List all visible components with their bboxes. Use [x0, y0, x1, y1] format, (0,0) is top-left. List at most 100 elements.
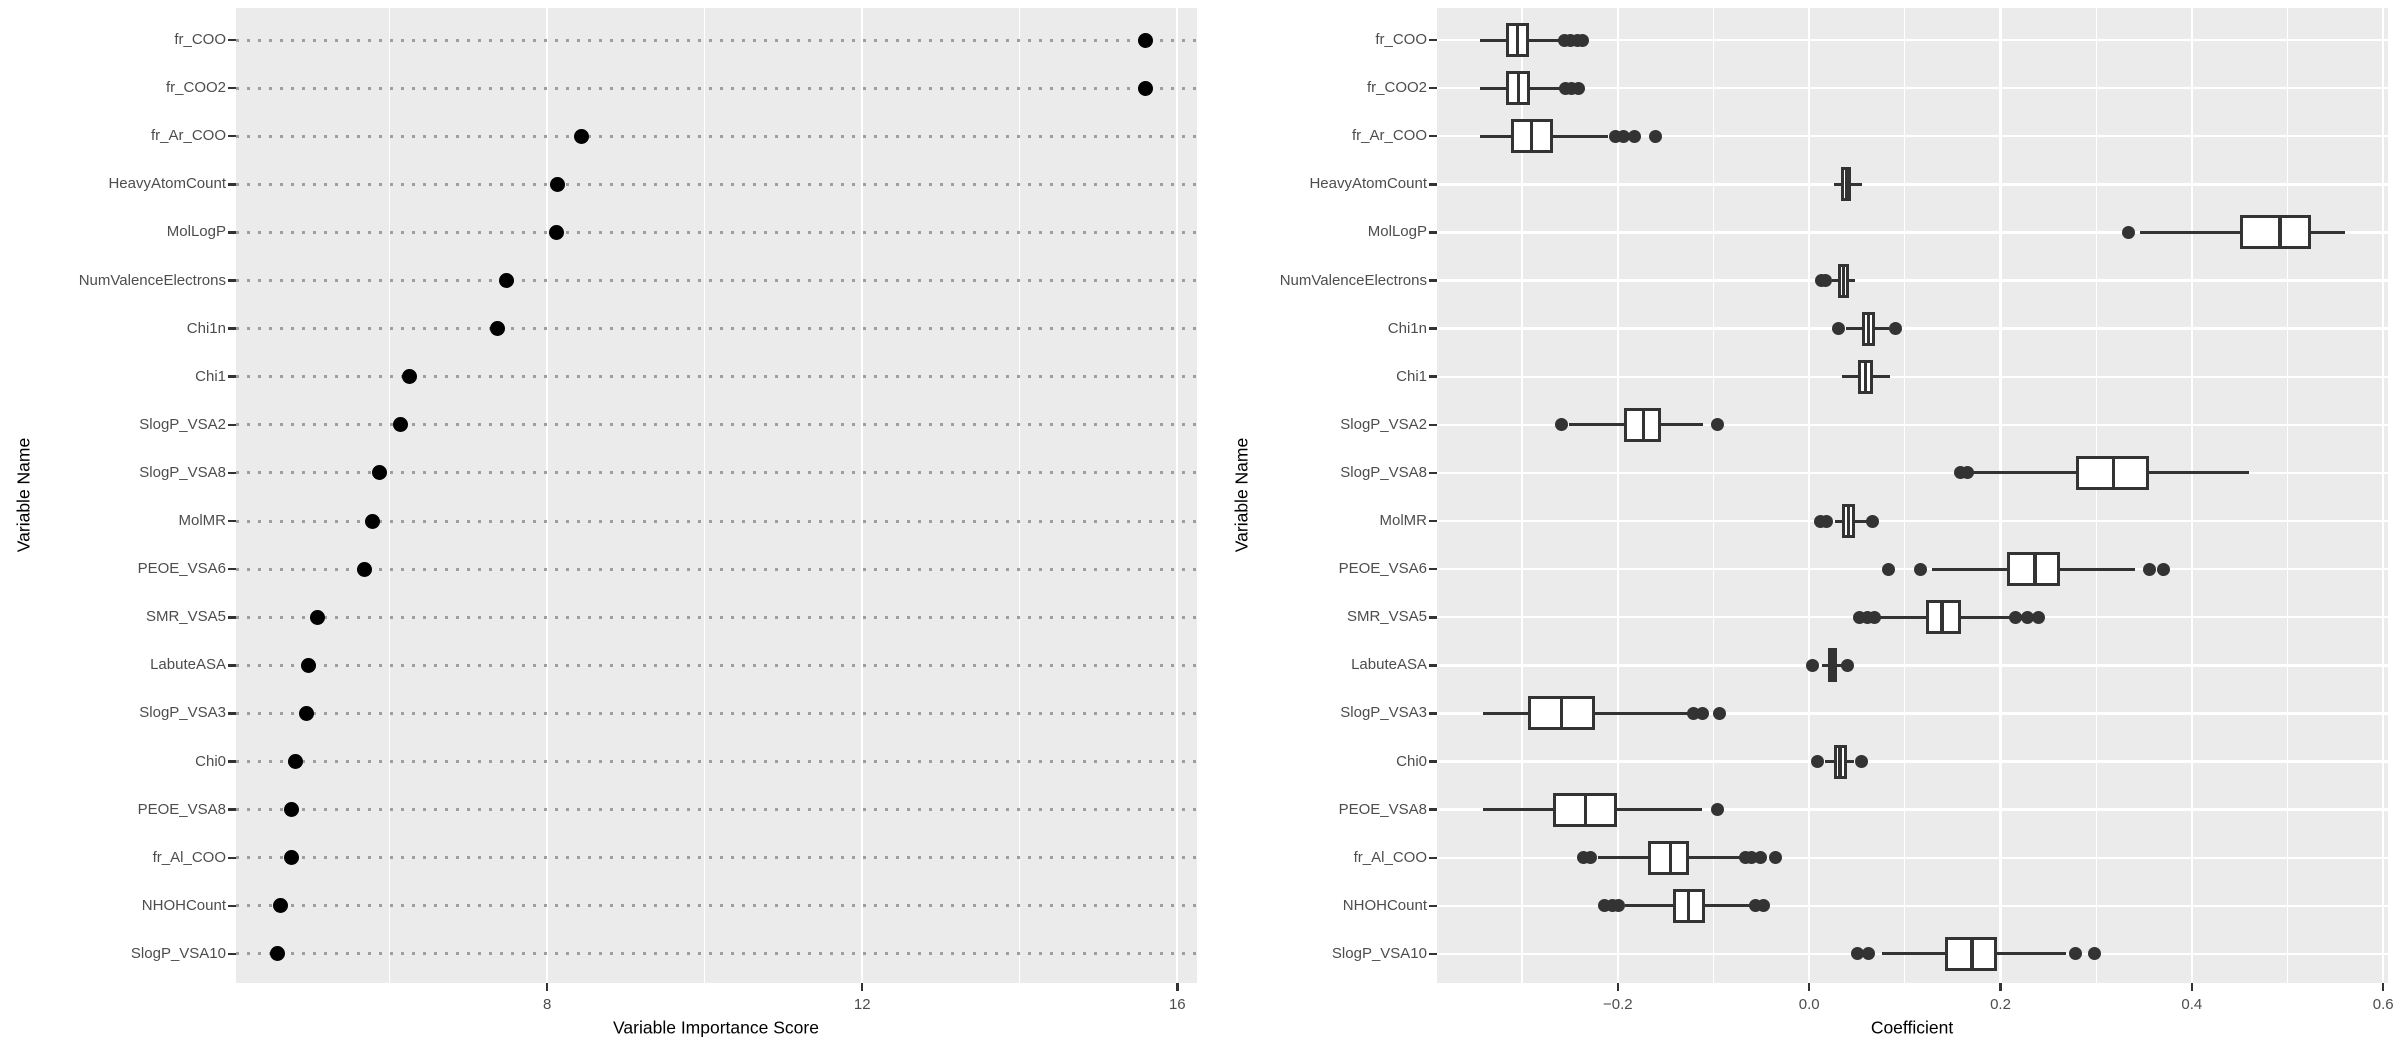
- whisker-low: [2140, 230, 2240, 234]
- median-line: [1516, 71, 1521, 106]
- whisker-low: [1825, 760, 1835, 764]
- whisker-low: [1841, 375, 1858, 379]
- y-tick-label: NumValenceElectrons: [78, 271, 226, 289]
- x-tick-label: 12: [853, 996, 871, 1013]
- importance-point: [284, 802, 300, 818]
- y-tick-mark: [1429, 375, 1437, 378]
- y-tick-label: SlogP_VSA10: [1331, 944, 1427, 962]
- y-tick-label: SlogP_VSA10: [130, 944, 226, 962]
- outlier-point: [1627, 129, 1641, 143]
- gridline-minor-x: [1019, 8, 1021, 983]
- y-tick-label: MolMR: [1379, 512, 1428, 530]
- gridline-minor-x: [1521, 8, 1523, 983]
- y-tick-mark: [228, 856, 236, 860]
- y-tick-mark: [228, 519, 236, 523]
- whisker-low: [1480, 38, 1506, 42]
- gridline-major-y: [1437, 327, 2388, 330]
- box: [1648, 840, 1689, 875]
- outlier-point: [1696, 706, 1710, 720]
- x-tick-mark: [1616, 983, 1620, 991]
- dotted-row-line: [236, 182, 1197, 186]
- dotted-row-line: [236, 327, 1197, 331]
- y-tick-label: fr_COO: [174, 31, 226, 48]
- whisker-high: [1851, 182, 1862, 186]
- y-tick-mark: [1429, 904, 1437, 908]
- importance-point: [270, 946, 286, 962]
- y-tick-mark: [228, 808, 236, 811]
- gridline-minor-x: [1712, 8, 1715, 983]
- y-axis-title: Variable Name: [1231, 437, 1252, 553]
- outlier-point: [1818, 274, 1832, 288]
- whisker-low: [1482, 711, 1528, 715]
- outlier-point: [2032, 610, 2046, 624]
- outlier-point: [2156, 562, 2170, 576]
- y-tick-label: LabuteASA: [1351, 656, 1427, 674]
- y-tick-label: fr_COO2: [1366, 79, 1427, 97]
- outlier-point: [1806, 658, 1820, 672]
- y-tick-mark: [228, 616, 236, 619]
- y-tick-mark: [1429, 327, 1437, 330]
- gridline-major-y: [1437, 712, 2388, 715]
- gridline-major-y: [1437, 567, 2388, 571]
- median-line: [1863, 359, 1868, 394]
- y-tick-mark: [1429, 519, 1437, 523]
- outlier-point: [1583, 851, 1597, 865]
- y-tick-label: NumValenceElectrons: [1279, 271, 1427, 289]
- y-tick-mark: [228, 279, 236, 282]
- y-tick-label: PEOE_VSA8: [137, 800, 226, 818]
- importance-point: [499, 273, 515, 289]
- dotted-row-line: [236, 856, 1197, 860]
- outlier-point: [1961, 466, 1975, 480]
- gridline-minor-x: [1904, 8, 1906, 983]
- gridline-major-x: [1807, 8, 1811, 983]
- median-line: [1831, 648, 1835, 683]
- outlier-point: [2143, 562, 2157, 576]
- median-line: [1559, 696, 1564, 731]
- box: [2239, 215, 2312, 250]
- x-tick-mark: [1807, 983, 1811, 991]
- dotted-row-line: [236, 375, 1197, 379]
- dotted-row-line: [236, 279, 1197, 283]
- x-tick-label: 0.4: [2181, 996, 2203, 1013]
- x-tick-mark: [2381, 983, 2385, 991]
- y-tick-label: SlogP_VSA3: [139, 704, 226, 722]
- y-tick-mark: [1429, 279, 1437, 282]
- dotted-row-line: [236, 567, 1197, 571]
- gridline-major-x: [2190, 8, 2194, 983]
- gridline-major-y: [1437, 135, 2388, 138]
- outlier-point: [1819, 514, 1833, 528]
- y-tick-label: HeavyAtomCount: [1309, 175, 1427, 193]
- whisker-low: [1480, 134, 1511, 138]
- gridline-major-y: [1437, 38, 2388, 42]
- y-tick-label: SMR_VSA5: [1346, 608, 1427, 626]
- gridline-minor-x: [388, 8, 391, 983]
- outlier-point: [1840, 658, 1854, 672]
- importance-point: [371, 465, 387, 481]
- y-tick-mark: [228, 423, 236, 427]
- outlier-point: [2009, 610, 2023, 624]
- y-tick-label: SMR_VSA5: [145, 608, 226, 626]
- whisker-high: [1961, 615, 2011, 619]
- y-tick-mark: [1429, 952, 1437, 956]
- y-tick-mark: [228, 760, 236, 763]
- y-tick-label: SlogP_VSA2: [139, 415, 226, 433]
- median-line: [1841, 263, 1846, 298]
- whisker-high: [1847, 760, 1855, 764]
- y-tick-mark: [1429, 86, 1437, 90]
- median-line: [2111, 455, 2116, 490]
- plot-panel: [1437, 8, 2388, 983]
- importance-point: [299, 705, 315, 721]
- median-line: [1970, 936, 1974, 971]
- whisker-high: [1660, 423, 1703, 427]
- y-tick-label: fr_COO2: [165, 79, 226, 97]
- outlier-point: [1811, 755, 1825, 769]
- y-tick-mark: [1429, 567, 1437, 571]
- gridline-major-y: [1437, 375, 2388, 378]
- whisker-low: [1931, 567, 2008, 571]
- y-tick-mark: [1429, 856, 1437, 860]
- y-tick-mark: [228, 904, 236, 908]
- gridline-major-y: [1437, 519, 2388, 523]
